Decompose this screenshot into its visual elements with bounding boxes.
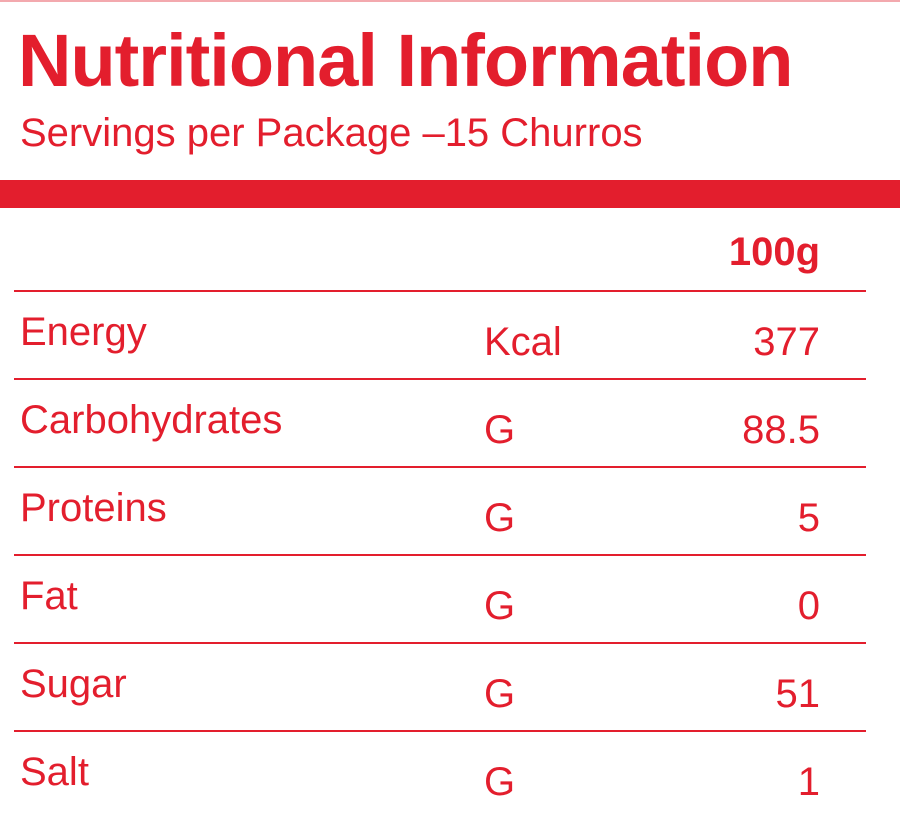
nutrient-value: 0 xyxy=(797,584,820,628)
nutrient-value: 88.5 xyxy=(742,408,820,452)
nutrient-value: 377 xyxy=(753,320,820,364)
nutrient-unit: G xyxy=(484,584,516,628)
header-band xyxy=(0,180,900,208)
nutrient-name: Proteins xyxy=(20,486,167,530)
nutrient-name: Salt xyxy=(20,750,89,794)
nutrient-name: Energy xyxy=(20,310,147,354)
column-header-100g: 100g xyxy=(728,230,820,274)
nutrient-unit: G xyxy=(484,496,516,540)
table-row-proteins: Proteins G 5 xyxy=(14,466,866,554)
nutrient-name: Carbohydrates xyxy=(20,398,283,442)
nutrient-unit: G xyxy=(484,672,516,716)
table-row-energy: Energy Kcal 377 xyxy=(14,290,866,378)
nutrient-value: 5 xyxy=(797,496,820,540)
nutrition-table: Energy Kcal 377 Carbohydrates G 88.5 Pro… xyxy=(14,290,866,818)
nutrient-name: Sugar xyxy=(20,662,127,706)
nutrient-unit: G xyxy=(484,408,516,452)
servings-subtitle: Servings per Package –15 Churros xyxy=(20,111,643,155)
top-divider xyxy=(0,0,900,2)
page-title: Nutritional Information xyxy=(18,19,793,102)
table-row-salt: Salt G 1 xyxy=(14,730,866,818)
table-row-sugar: Sugar G 51 xyxy=(14,642,866,730)
nutrient-unit: G xyxy=(484,760,516,804)
nutrient-unit: Kcal xyxy=(484,320,562,364)
nutrient-value: 51 xyxy=(775,672,821,716)
table-row-fat: Fat G 0 xyxy=(14,554,866,642)
table-row-carbohydrates: Carbohydrates G 88.5 xyxy=(14,378,866,466)
nutrient-name: Fat xyxy=(20,574,78,618)
nutrient-value: 1 xyxy=(797,760,820,804)
